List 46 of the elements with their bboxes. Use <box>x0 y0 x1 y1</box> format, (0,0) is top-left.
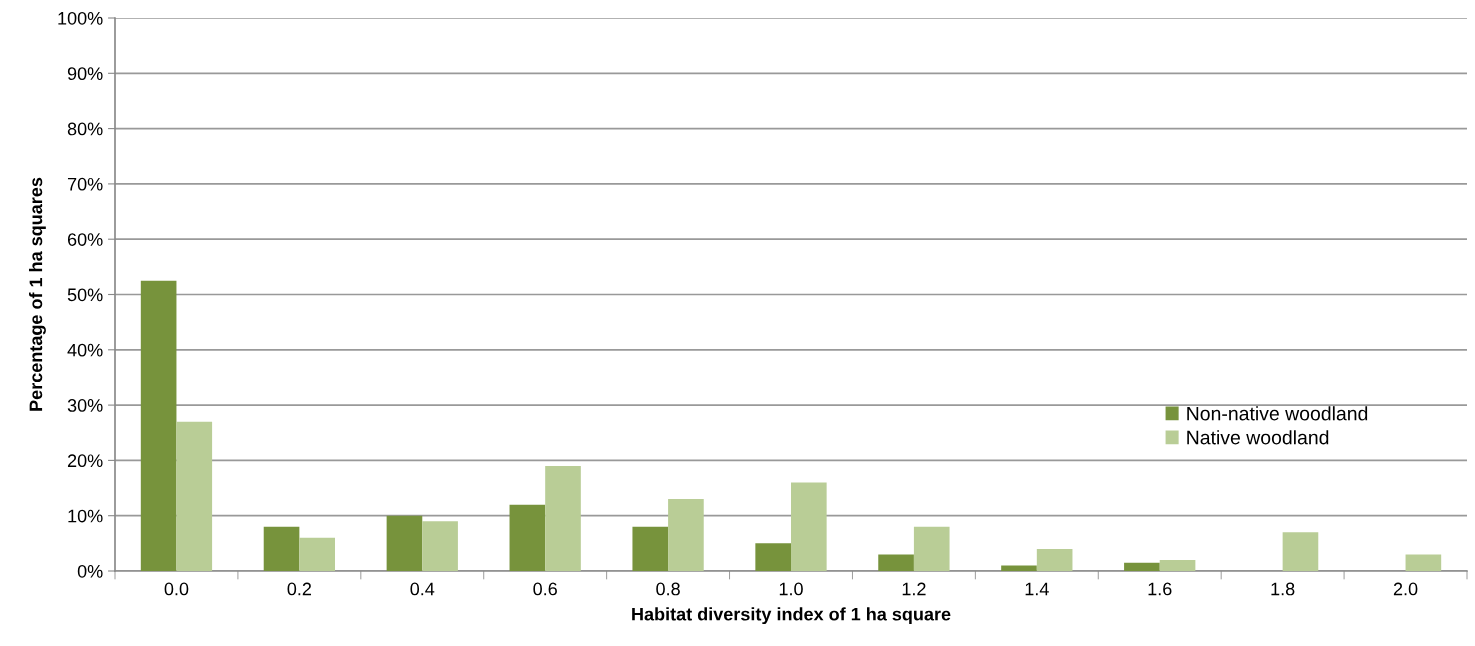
x-tick-label: 2.0 <box>1393 582 1418 596</box>
bar <box>386 515 423 571</box>
bar <box>1159 559 1196 571</box>
bar <box>509 504 546 571</box>
bar <box>176 421 213 571</box>
x-tick-label: 1.6 <box>1148 582 1172 596</box>
bar <box>1001 565 1037 571</box>
bar <box>1036 548 1073 571</box>
bar <box>755 543 791 571</box>
y-tick-label: 0% <box>77 564 103 578</box>
y-tick-label: 90% <box>67 67 103 81</box>
legend-label: Native woodland <box>1187 430 1329 445</box>
y-tick-label: 30% <box>67 399 103 412</box>
bar <box>1282 532 1319 571</box>
x-tick-label: 1.2 <box>902 582 926 596</box>
bar <box>140 280 177 571</box>
x-axis-title: Habitat diversity index of 1 ha square <box>632 607 951 625</box>
bar <box>1405 554 1442 571</box>
legend-label: Non-native woodland <box>1187 406 1368 421</box>
bar <box>299 537 336 571</box>
x-tick-label: 1.0 <box>779 582 803 596</box>
y-tick-label: 50% <box>67 288 103 302</box>
x-tick-label: 0.6 <box>533 582 557 596</box>
bar <box>263 526 300 571</box>
x-tick-label: 0.2 <box>287 582 312 596</box>
y-tick-label: 100% <box>58 11 103 25</box>
y-tick-label: 60% <box>67 233 103 246</box>
x-tick-label: 1.4 <box>1025 582 1049 596</box>
bar <box>913 526 950 571</box>
bar <box>668 499 704 571</box>
bar <box>791 482 827 571</box>
x-tick-label: 0.8 <box>656 582 680 596</box>
bar <box>545 465 581 571</box>
y-tick-label: 80% <box>67 122 103 136</box>
y-tick-label: 20% <box>67 454 103 468</box>
bar <box>632 526 669 571</box>
bar <box>422 521 458 571</box>
y-tick-label: 70% <box>67 177 103 191</box>
y-tick-label: 40% <box>67 343 103 357</box>
bar <box>1124 562 1160 571</box>
x-tick-label: 1.8 <box>1271 582 1295 596</box>
y-tick-label: 10% <box>68 509 103 523</box>
y-axis-title: Percentage of 1 ha squares <box>29 177 46 411</box>
x-tick-label: 0.4 <box>410 582 435 596</box>
bar <box>878 554 914 571</box>
x-tick-label: 0.0 <box>164 582 189 596</box>
